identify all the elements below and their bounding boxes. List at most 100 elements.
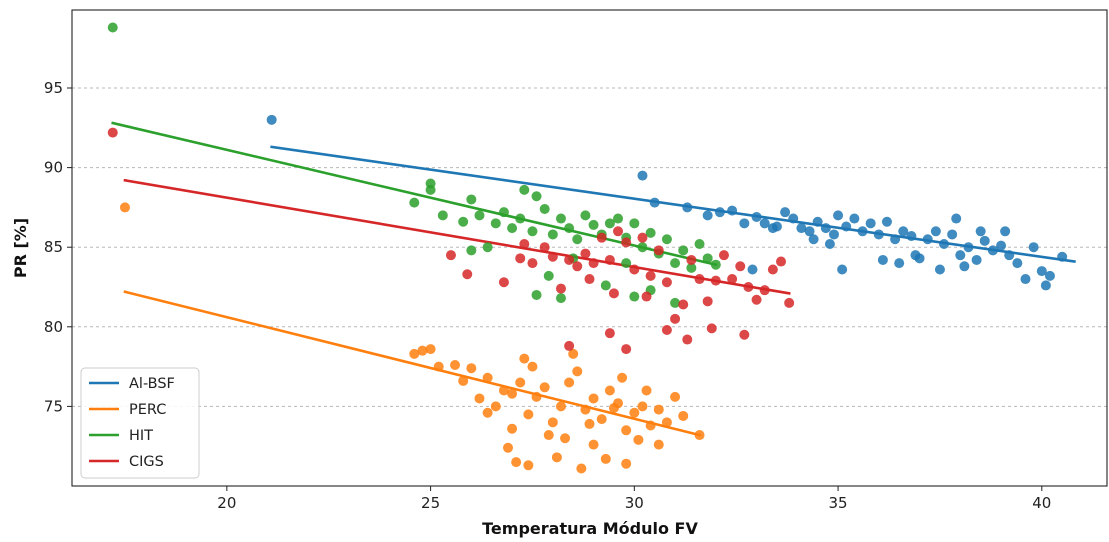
point-hit bbox=[686, 262, 697, 273]
point-cigs bbox=[564, 254, 575, 265]
point-cigs bbox=[604, 254, 615, 265]
point-al-bsf bbox=[881, 216, 892, 227]
point-al-bsf bbox=[804, 226, 815, 237]
point-al-bsf bbox=[702, 210, 713, 221]
point-hit bbox=[604, 218, 615, 229]
point-cigs bbox=[515, 253, 526, 264]
point-perc bbox=[519, 353, 530, 364]
point-cigs bbox=[751, 294, 762, 305]
point-al-bsf bbox=[890, 234, 901, 245]
point-hit bbox=[555, 293, 566, 304]
point-hit bbox=[600, 280, 611, 291]
point-perc bbox=[584, 418, 595, 429]
point-perc bbox=[637, 401, 648, 412]
point-al-bsf bbox=[1028, 242, 1039, 253]
point-cigs bbox=[710, 275, 721, 286]
point-perc bbox=[661, 417, 672, 428]
point-perc bbox=[511, 457, 522, 468]
point-cigs bbox=[678, 299, 689, 310]
point-al-bsf bbox=[1044, 270, 1055, 281]
point-perc bbox=[572, 366, 583, 377]
y-axis-ticks: 75 80 85 90 95 bbox=[44, 79, 72, 415]
point-hit bbox=[539, 203, 550, 214]
point-perc bbox=[417, 345, 428, 356]
point-al-bsf bbox=[1012, 258, 1023, 269]
point-al-bsf bbox=[747, 264, 758, 275]
point-cigs bbox=[645, 270, 656, 281]
point-al-bsf bbox=[987, 245, 998, 256]
point-perc bbox=[482, 407, 493, 418]
point-hit bbox=[498, 207, 509, 218]
point-hit bbox=[458, 216, 469, 227]
point-al-bsf bbox=[637, 170, 648, 181]
point-perc bbox=[482, 372, 493, 383]
point-cigs bbox=[107, 127, 118, 138]
point-al-bsf bbox=[963, 242, 974, 253]
point-perc bbox=[458, 375, 469, 386]
point-cigs bbox=[682, 334, 693, 345]
point-perc bbox=[450, 360, 461, 371]
point-perc bbox=[523, 460, 534, 471]
point-cigs bbox=[706, 323, 717, 334]
point-hit bbox=[661, 234, 672, 245]
point-perc bbox=[547, 417, 558, 428]
point-perc bbox=[600, 453, 611, 464]
point-al-bsf bbox=[759, 218, 770, 229]
point-perc bbox=[645, 420, 656, 431]
point-hit bbox=[527, 226, 538, 237]
point-perc bbox=[560, 433, 571, 444]
point-perc bbox=[653, 404, 664, 415]
point-perc bbox=[466, 363, 477, 374]
point-cigs bbox=[759, 285, 770, 296]
point-al-bsf bbox=[682, 202, 693, 213]
point-hit bbox=[670, 297, 681, 308]
point-al-bsf bbox=[865, 218, 876, 229]
x-tick-label: 20 bbox=[217, 494, 236, 512]
point-perc bbox=[543, 430, 554, 441]
point-cigs bbox=[629, 264, 640, 275]
point-cigs bbox=[498, 277, 509, 288]
point-cigs bbox=[519, 239, 530, 250]
point-al-bsf bbox=[796, 223, 807, 234]
point-al-bsf bbox=[841, 221, 852, 232]
point-al-bsf bbox=[1057, 251, 1068, 262]
point-hit bbox=[425, 184, 436, 195]
point-al-bsf bbox=[266, 114, 277, 125]
point-perc bbox=[490, 401, 501, 412]
y-tick-label: 90 bbox=[44, 159, 63, 177]
point-perc bbox=[580, 404, 591, 415]
point-cigs bbox=[539, 242, 550, 253]
point-hit bbox=[572, 234, 583, 245]
point-hit bbox=[474, 210, 485, 221]
point-al-bsf bbox=[955, 250, 966, 261]
point-hit bbox=[107, 22, 118, 33]
point-hit bbox=[629, 218, 640, 229]
x-axis-label: Temperatura Módulo FV bbox=[482, 519, 698, 538]
point-al-bsf bbox=[894, 258, 905, 269]
point-hit bbox=[507, 223, 518, 234]
point-cigs bbox=[718, 250, 729, 261]
point-cigs bbox=[613, 226, 624, 237]
point-al-bsf bbox=[951, 213, 962, 224]
point-hit bbox=[629, 291, 640, 302]
point-al-bsf bbox=[975, 226, 986, 237]
point-perc bbox=[633, 434, 644, 445]
point-al-bsf bbox=[971, 254, 982, 265]
y-tick-label: 95 bbox=[44, 79, 63, 97]
point-cigs bbox=[564, 340, 575, 351]
point-al-bsf bbox=[727, 205, 738, 216]
point-hit bbox=[466, 194, 477, 205]
point-cigs bbox=[637, 232, 648, 243]
point-hit bbox=[519, 184, 530, 195]
y-tick-label: 75 bbox=[44, 397, 63, 415]
point-hit bbox=[670, 258, 681, 269]
point-al-bsf bbox=[788, 213, 799, 224]
point-cigs bbox=[739, 329, 750, 340]
point-cigs bbox=[670, 313, 681, 324]
point-hit bbox=[490, 218, 501, 229]
point-perc bbox=[503, 442, 514, 453]
point-perc bbox=[119, 202, 130, 213]
point-cigs bbox=[547, 251, 558, 262]
point-perc bbox=[670, 391, 681, 402]
